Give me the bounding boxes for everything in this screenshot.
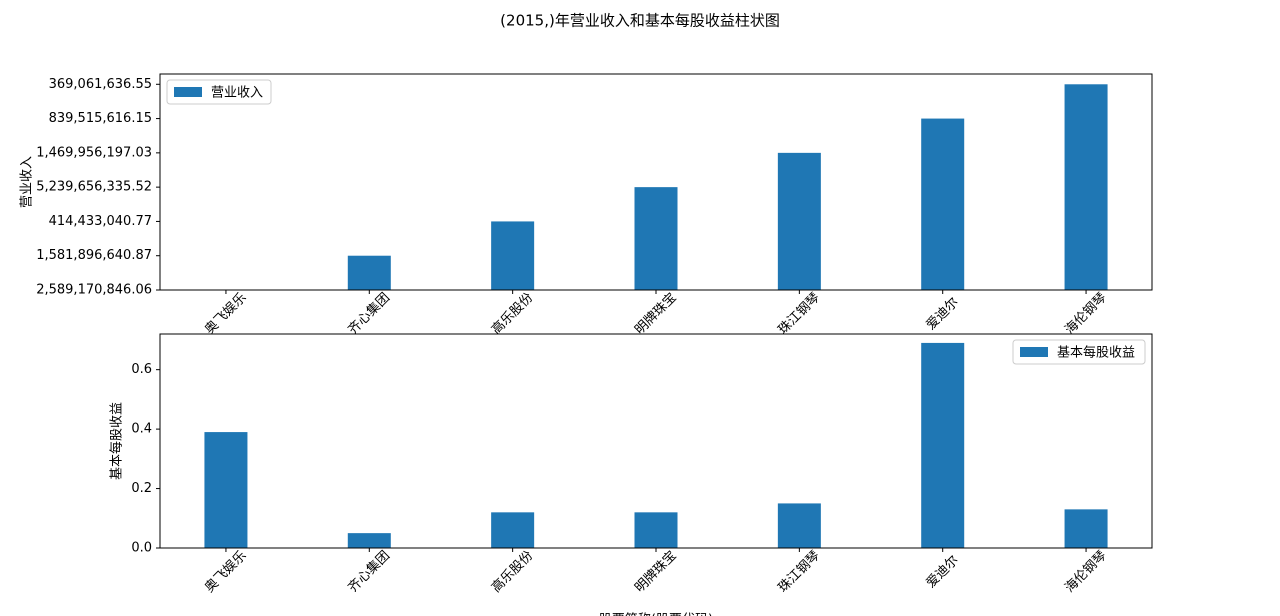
bar [921,118,965,290]
y-tick-label: 0.4 [131,422,152,437]
bar [634,187,678,290]
legend-label: 基本每股收益 [1057,345,1135,361]
bar [204,432,248,548]
legend-swatch [174,87,202,97]
bar [1064,509,1108,548]
axes-frame [159,73,1153,291]
bar [491,512,535,548]
bar [777,503,821,548]
legend-label: 营业收入 [211,86,263,101]
bar [634,512,678,548]
bar [347,255,391,290]
legend-box [1012,339,1146,365]
x-axis-label: 股票简称(股票代码) [599,612,713,616]
y-tick-label: 414,433,040.77 [49,214,152,229]
y-tick-label: 1,469,956,197.03 [36,145,152,160]
y-tick-label: 0.2 [131,481,152,496]
bar [777,152,821,290]
axes-frame [159,333,1153,549]
y-tick-label: 5,239,656,335.52 [36,180,152,195]
bar [491,221,535,290]
y-tick-label: 369,061,636.55 [49,77,152,92]
figure-title: (2015,)年营业收入和基本每股收益柱状图 [500,12,780,30]
y-tick-label: 2,589,170,846.06 [36,283,152,298]
y-tick-label: 839,515,616.15 [49,111,152,126]
legend-swatch [1020,347,1048,357]
y-axis-label: 营业收入 [20,156,35,208]
bar [921,342,965,548]
y-tick-label: 0.0 [131,541,152,556]
y-tick-label: 0.6 [131,362,152,377]
y-axis-label: 基本每股收益 [109,402,125,480]
bar [1064,84,1108,291]
y-tick-label: 1,581,896,640.87 [36,248,152,263]
legend-box [166,79,272,105]
bar [347,533,391,548]
